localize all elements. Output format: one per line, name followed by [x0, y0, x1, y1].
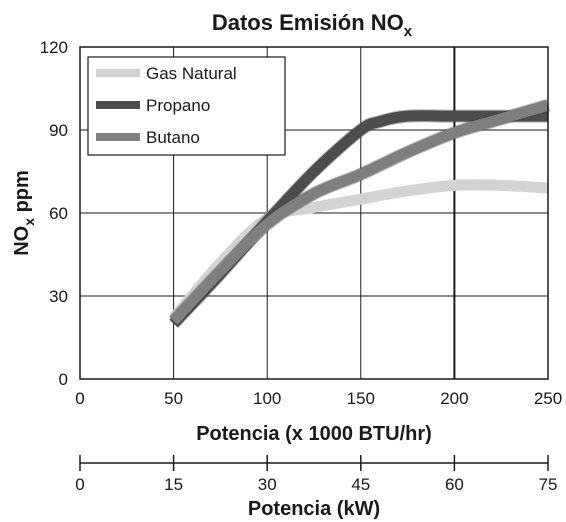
- y-tick-label: 120: [40, 38, 68, 57]
- secondary-x-tick-label: 45: [351, 475, 370, 494]
- chart-title: Datos Emisión NOx: [212, 10, 413, 40]
- secondary-x-axis: 0 15 30 45 60 75: [75, 455, 557, 494]
- x-axis-title: Potencia (x 1000 BTU/hr): [196, 423, 432, 445]
- y-axis-title-main: NO: [11, 226, 33, 256]
- series-layer: [168, 98, 550, 329]
- legend-label-gas-natural: Gas Natural: [146, 64, 237, 83]
- secondary-x-tick-label: 15: [164, 475, 183, 494]
- y-tick-label: 60: [49, 204, 68, 223]
- secondary-x-tick-label: 0: [75, 475, 84, 494]
- legend-label-propano: Propano: [146, 96, 210, 115]
- plot-frame: [79, 46, 549, 380]
- secondary-x-axis-title: Potencia (kW): [248, 498, 380, 520]
- secondary-x-tick-label: 60: [445, 475, 464, 494]
- x-tick-label: 150: [347, 389, 375, 408]
- secondary-x-ticks: 0 15 30 45 60 75: [75, 455, 557, 494]
- y-tick-label: 30: [49, 287, 68, 306]
- legend-label-butano: Butano: [146, 128, 200, 147]
- y-axis-title-subscript: x: [21, 218, 37, 226]
- chart-title-main: Datos Emisión NO: [212, 10, 404, 35]
- x-tick-labels: 0 50 100 150 200 250: [75, 389, 562, 408]
- plot-area: 0 30 60 90 120 0 50 100 150 200 250: [40, 38, 563, 408]
- x-tick-label: 200: [440, 389, 468, 408]
- secondary-x-tick-label: 30: [258, 475, 277, 494]
- y-tick-label: 90: [49, 121, 68, 140]
- legend-items: Gas Natural Propano Butano: [96, 64, 237, 147]
- x-tick-label: 0: [75, 389, 84, 408]
- series-line-gas-natural: [169, 179, 549, 322]
- y-axis-title-rest: ppm: [11, 170, 33, 218]
- x-tick-label: 50: [164, 389, 183, 408]
- legend: Gas Natural Propano Butano: [87, 56, 286, 156]
- y-tick-labels: 0 30 60 90 120: [40, 38, 68, 389]
- secondary-x-tick-label: 75: [539, 475, 558, 494]
- y-tick-label: 0: [59, 370, 68, 389]
- chart-title-subscript: x: [404, 23, 413, 40]
- series-line-butano: [169, 99, 550, 325]
- x-tick-label: 100: [253, 389, 281, 408]
- x-tick-label: 250: [534, 389, 562, 408]
- y-axis-title: NOx ppm: [11, 170, 37, 256]
